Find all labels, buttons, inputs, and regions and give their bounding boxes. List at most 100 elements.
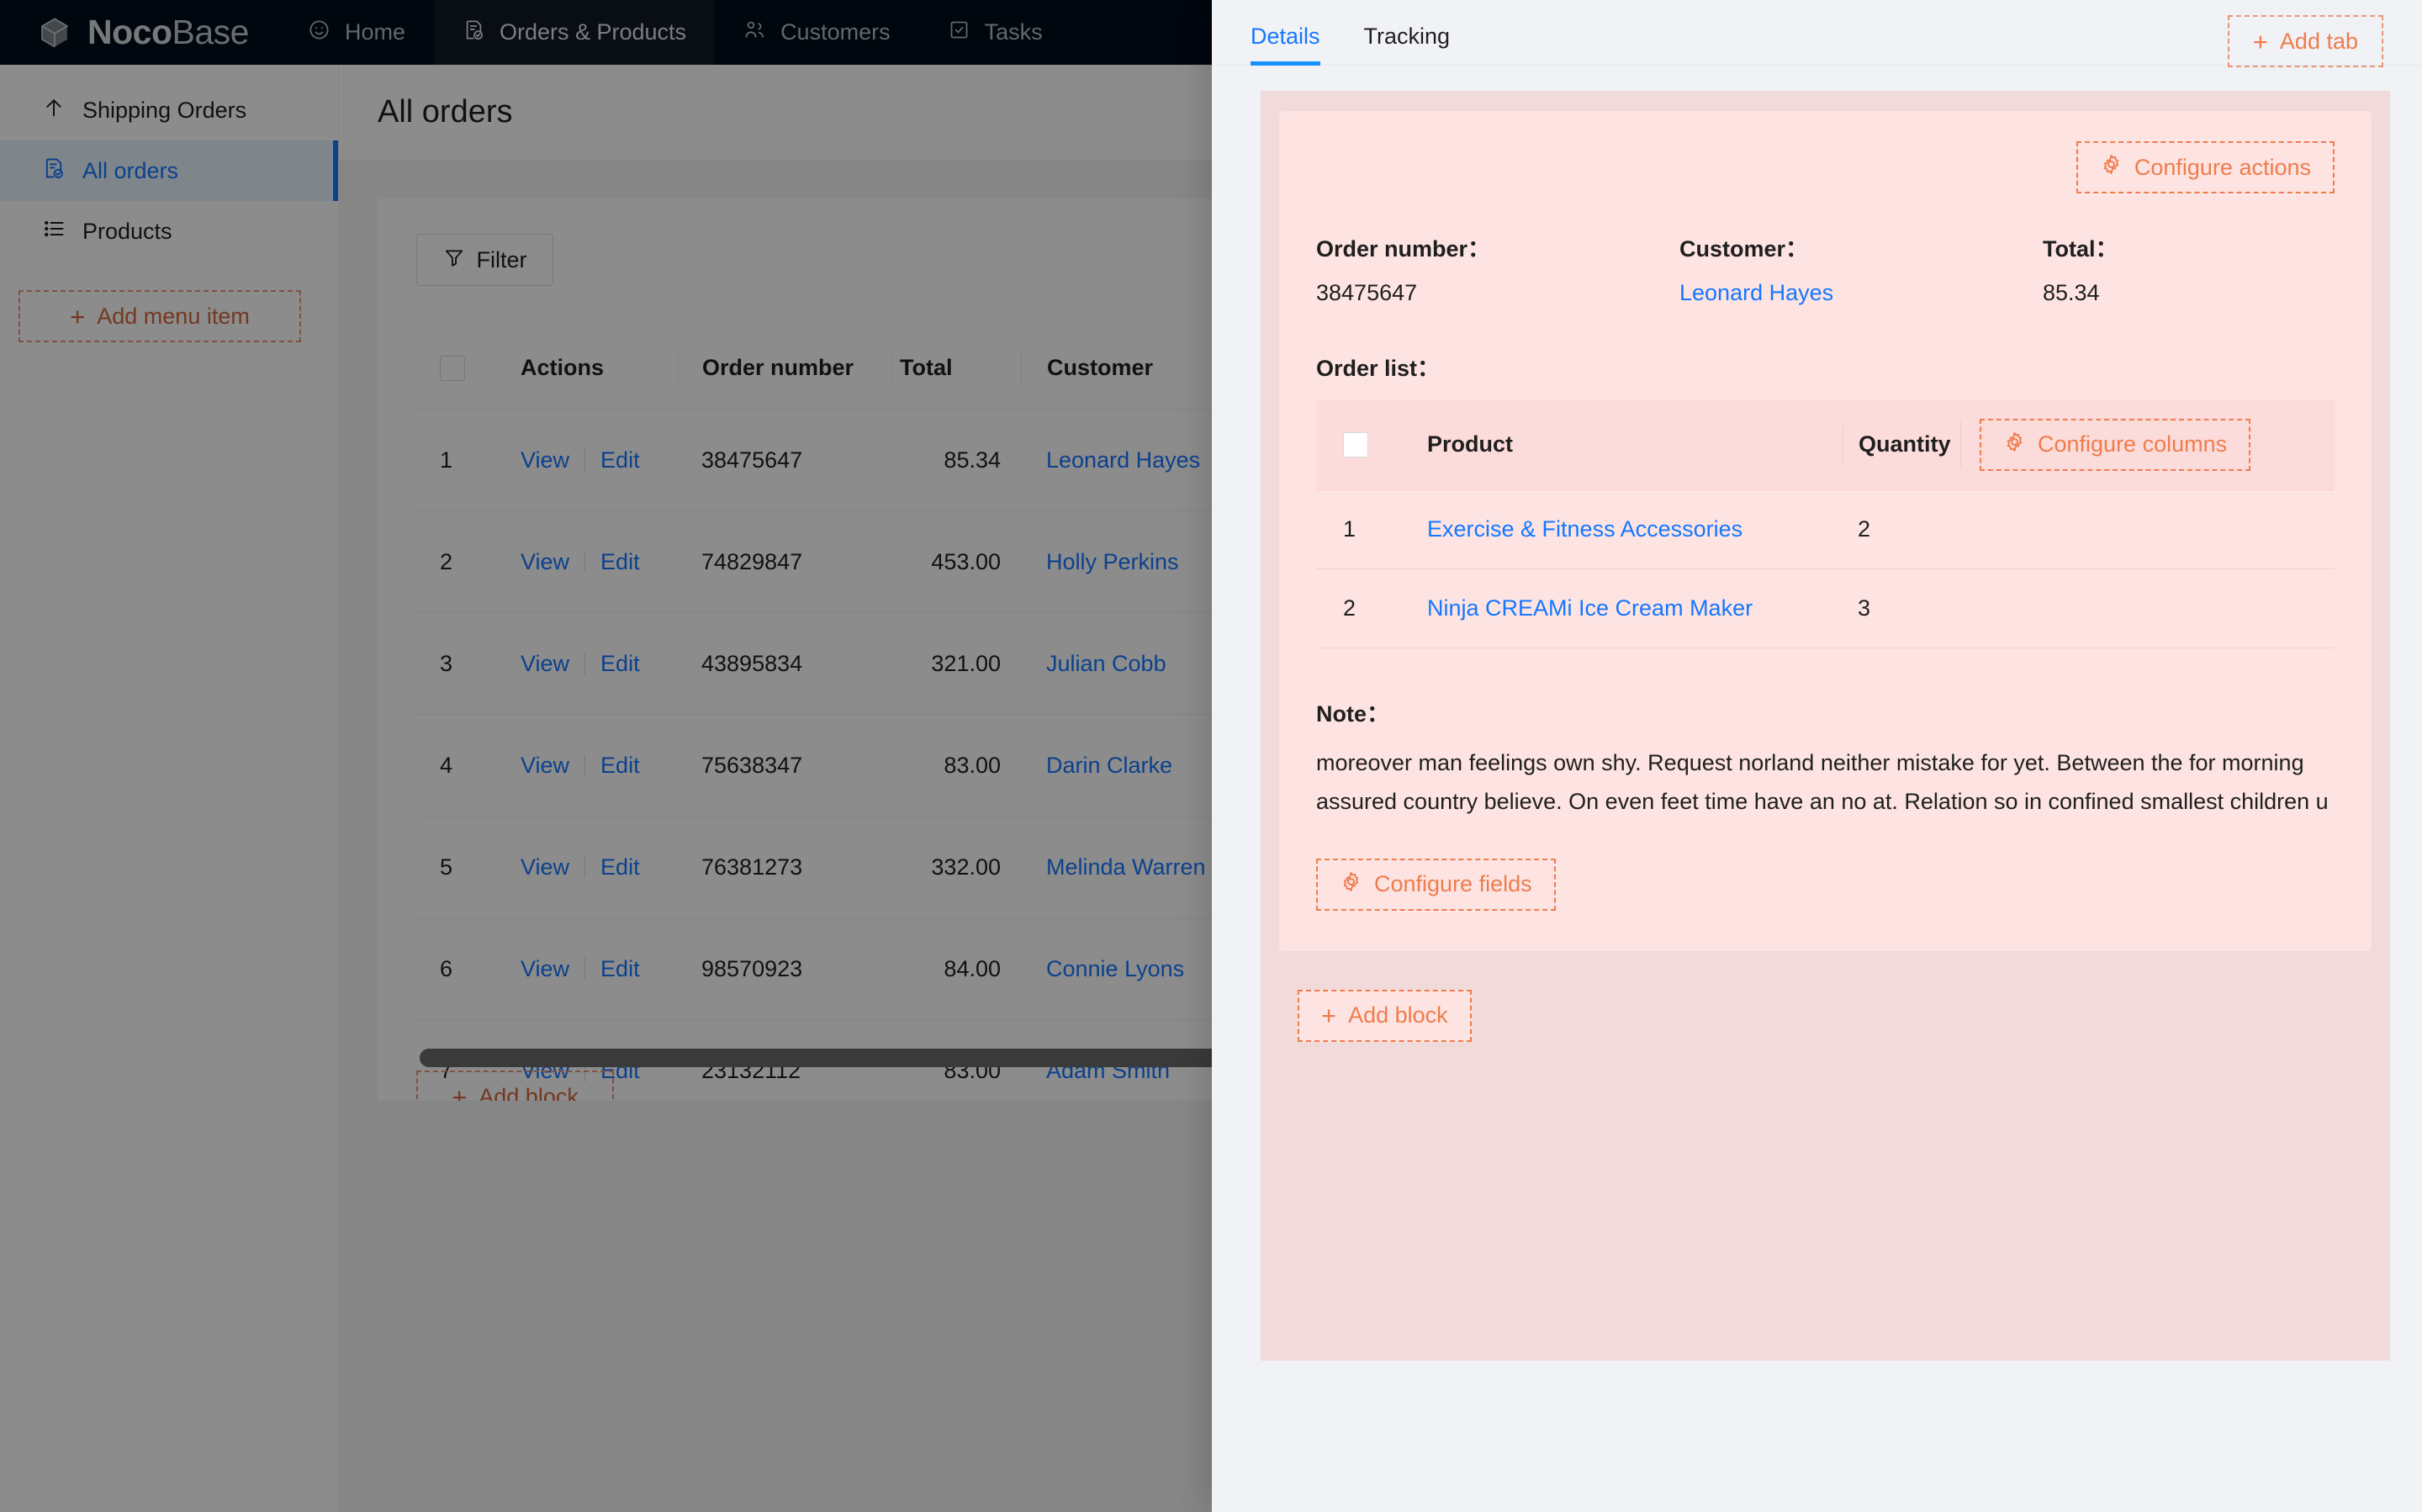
sidebar-item-shipping-orders[interactable]: Shipping Orders <box>0 80 338 140</box>
order-list-row-index: 2 <box>1343 595 1356 621</box>
row-actions: View Edit <box>497 854 678 880</box>
row-index: 1 <box>440 447 453 473</box>
nav-item-orders-products[interactable]: Orders & Products <box>433 0 716 65</box>
edit-link[interactable]: Edit <box>600 650 640 676</box>
cell-order-number: 75638347 <box>701 752 803 778</box>
brand-name-bold: Noco <box>87 13 172 51</box>
action-separator <box>584 856 586 878</box>
cell-customer[interactable]: Melinda Warren <box>1046 854 1206 880</box>
table-row[interactable]: 1 View Edit 38475647 85.34 Leonard Hayes <box>416 410 1846 511</box>
field-customer-label: Customer： <box>1679 236 1809 262</box>
view-link[interactable]: View <box>521 650 570 676</box>
tab-tracking[interactable]: Tracking <box>1363 24 1451 49</box>
add-tab-label: Add tab <box>2279 28 2358 54</box>
edit-link[interactable]: Edit <box>600 447 640 473</box>
nav-item-customers-label: Customers <box>780 19 891 45</box>
row-actions: View Edit <box>497 549 678 575</box>
order-list-table-header: Product Quantity <box>1316 399 2335 490</box>
plus-icon: + <box>452 1081 468 1102</box>
add-block-main-label: Add block <box>479 1083 579 1102</box>
people-icon <box>743 19 766 47</box>
edit-link[interactable]: Edit <box>600 854 640 880</box>
orders-table: Actions Order number Total Customer Stat… <box>416 327 1846 1101</box>
order-list-row[interactable]: 1 Exercise & Fitness Accessories 2 <box>1316 490 2335 569</box>
sidebar-item-products[interactable]: Products <box>0 201 338 262</box>
view-link[interactable]: View <box>521 955 570 981</box>
order-list-cell-product[interactable]: Exercise & Fitness Accessories <box>1427 516 1743 542</box>
nav-item-tasks-label: Tasks <box>984 19 1043 45</box>
field-customer: Customer： Leonard Hayes <box>1679 230 2043 306</box>
table-row[interactable]: 5 View Edit 76381273 332.00 Melinda Warren <box>416 817 1846 918</box>
table-row[interactable]: 4 View Edit 75638347 83.00 Darin Clarke <box>416 715 1846 817</box>
brand-logo-area[interactable]: NocoBase <box>0 0 279 65</box>
cell-customer[interactable]: Holly Perkins <box>1046 548 1179 574</box>
field-total: Total： 85.34 <box>2043 230 2295 306</box>
smiley-face-icon <box>308 19 331 47</box>
table-row[interactable]: 6 View Edit 98570923 84.00 Connie Lyons <box>416 918 1846 1020</box>
add-tab-button[interactable]: + Add tab <box>2227 15 2383 67</box>
nav-item-home[interactable]: Home <box>279 0 434 65</box>
order-list-row-index: 1 <box>1343 516 1356 542</box>
cell-order-number: 98570923 <box>701 955 803 981</box>
add-menu-item-button[interactable]: + Add menu item <box>19 290 301 342</box>
view-link[interactable]: View <box>521 447 570 473</box>
view-link[interactable]: View <box>521 548 570 574</box>
drawer-body: Configure actions Order number： 38475647… <box>1212 66 2422 1512</box>
order-list-cell-product[interactable]: Ninja CREAMi Ice Cream Maker <box>1427 595 1753 621</box>
cell-order-number: 43895834 <box>701 650 803 676</box>
edit-link[interactable]: Edit <box>600 548 640 574</box>
row-actions: View Edit <box>497 651 678 677</box>
order-list-select-all-checkbox[interactable] <box>1316 431 1397 457</box>
nocobase-cube-logo-icon <box>37 15 72 50</box>
action-separator <box>584 653 586 674</box>
order-list-cell-quantity: 3 <box>1858 595 1871 621</box>
field-total-value: 85.34 <box>2043 280 2100 305</box>
action-separator <box>584 449 586 471</box>
sidebar-item-all-orders[interactable]: All orders <box>0 140 338 201</box>
field-customer-value[interactable]: Leonard Hayes <box>1679 280 1834 305</box>
view-link[interactable]: View <box>521 752 570 778</box>
nav-item-tasks[interactable]: Tasks <box>919 0 1071 65</box>
configure-actions-button[interactable]: Configure actions <box>2076 141 2335 193</box>
configure-actions-label: Configure actions <box>2134 154 2311 180</box>
order-document-icon <box>42 156 66 186</box>
select-all-checkbox[interactable] <box>416 355 497 381</box>
view-link[interactable]: View <box>521 854 570 880</box>
tab-details[interactable]: Details <box>1251 24 1320 66</box>
cell-customer[interactable]: Darin Clarke <box>1046 752 1173 778</box>
list-icon <box>42 217 66 246</box>
cell-customer[interactable]: Connie Lyons <box>1046 955 1185 981</box>
add-block-button-main[interactable]: + Add block <box>416 1071 614 1101</box>
plus-icon: + <box>70 301 86 331</box>
nav-item-customers[interactable]: Customers <box>715 0 919 65</box>
sidebar-item-all-orders-label: All orders <box>82 157 179 183</box>
table-row[interactable]: 3 View Edit 43895834 321.00 Julian Cobb <box>416 613 1846 715</box>
column-header-total: Total <box>891 349 1021 387</box>
order-list-table: Product Quantity <box>1316 399 2335 648</box>
cell-total: 85.34 <box>944 447 1001 473</box>
table-horizontal-scrollbar[interactable] <box>420 1049 2383 1067</box>
edit-link[interactable]: Edit <box>600 752 640 778</box>
gear-icon <box>2003 431 2026 459</box>
scrollbar-thumb[interactable] <box>420 1049 1429 1067</box>
table-row[interactable]: 2 View Edit 74829847 453.00 Holly Perkins <box>416 511 1846 613</box>
configure-fields-label: Configure fields <box>1374 871 1532 897</box>
filter-button[interactable]: Filter <box>416 234 553 286</box>
order-list-row[interactable]: 2 Ninja CREAMi Ice Cream Maker 3 <box>1316 569 2335 648</box>
cell-customer[interactable]: Leonard Hayes <box>1046 447 1201 473</box>
configure-columns-button[interactable]: Configure columns <box>1980 418 2251 471</box>
row-index: 5 <box>440 854 453 880</box>
cell-total: 453.00 <box>931 548 1001 574</box>
field-order-number: Order number： 38475647 <box>1316 230 1679 306</box>
cell-customer[interactable]: Julian Cobb <box>1046 650 1166 676</box>
edit-link[interactable]: Edit <box>600 955 640 981</box>
record-details-drawer: Details Tracking + Add tab <box>1212 0 2422 1512</box>
order-list-column-quantity: Quantity <box>1843 426 1960 463</box>
gear-icon <box>2100 153 2123 182</box>
action-separator <box>584 754 586 776</box>
configure-fields-button[interactable]: Configure fields <box>1316 858 1556 911</box>
add-block-button-drawer[interactable]: + Add block <box>1298 989 1472 1042</box>
cell-total: 83.00 <box>944 752 1001 778</box>
order-list-label: Order list： <box>1316 356 1441 381</box>
order-document-icon <box>463 19 485 47</box>
